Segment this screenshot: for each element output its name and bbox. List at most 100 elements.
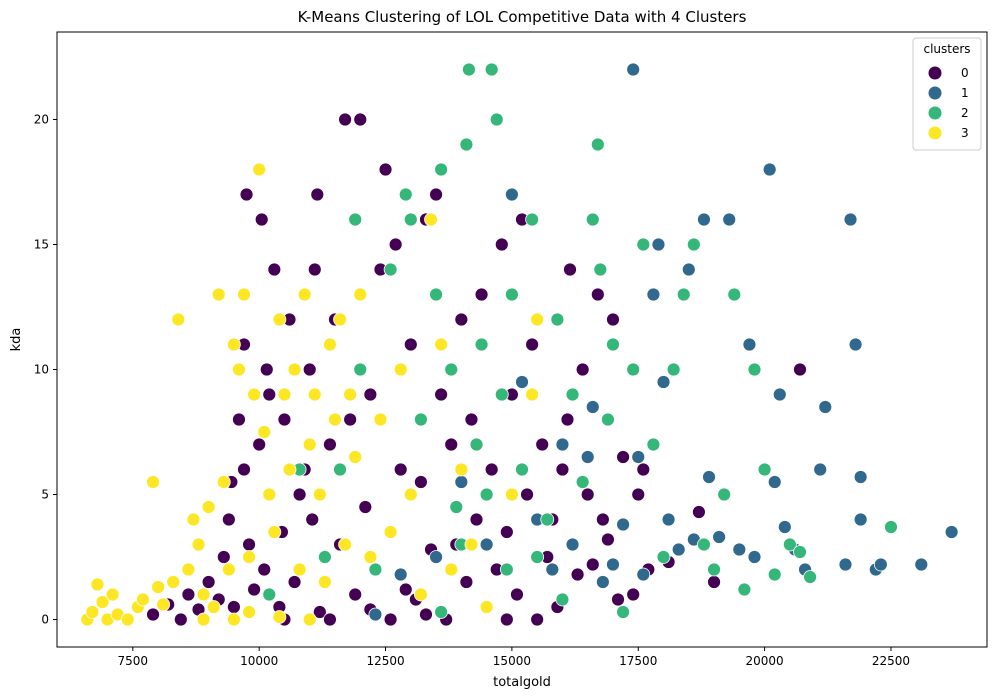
data-point — [257, 562, 272, 577]
data-point — [601, 532, 615, 547]
data-point — [772, 387, 787, 402]
y-tick-label: 0 — [41, 613, 49, 627]
data-point — [479, 537, 494, 552]
data-point — [676, 287, 691, 302]
data-point — [530, 312, 545, 327]
legend-label: 2 — [961, 106, 969, 120]
data-point — [353, 362, 368, 377]
data-point — [201, 575, 216, 589]
data-point — [631, 487, 646, 502]
data-point — [580, 487, 595, 502]
data-point — [515, 375, 529, 389]
data-point — [626, 62, 641, 77]
data-point — [317, 550, 332, 564]
data-point — [181, 587, 196, 602]
data-point — [469, 437, 484, 452]
data-point — [227, 337, 241, 352]
data-point — [782, 537, 797, 552]
data-point — [277, 387, 292, 402]
data-point — [262, 587, 277, 602]
data-point — [747, 362, 762, 377]
data-point — [489, 112, 504, 127]
data-point — [762, 162, 777, 177]
data-point — [692, 505, 706, 519]
data-point — [525, 387, 540, 402]
data-point — [444, 562, 459, 577]
data-point — [287, 362, 302, 377]
data-point — [616, 450, 630, 464]
data-point — [136, 592, 150, 607]
data-point — [373, 412, 388, 427]
data-point — [305, 512, 320, 527]
data-point — [575, 362, 590, 377]
data-point — [378, 162, 393, 177]
data-point — [697, 212, 711, 227]
legend-label: 3 — [961, 126, 969, 140]
y-tick-label: 20 — [34, 113, 49, 127]
data-point — [90, 577, 105, 592]
data-point — [302, 612, 317, 627]
data-point — [444, 437, 459, 452]
data-point — [186, 512, 201, 527]
data-point — [590, 137, 605, 152]
data-point — [717, 487, 732, 502]
series-cluster-2 — [262, 62, 898, 619]
data-point — [272, 610, 287, 624]
data-point — [368, 607, 383, 622]
data-point — [383, 262, 398, 277]
data-point — [398, 187, 413, 202]
data-point — [317, 575, 332, 589]
data-point — [838, 557, 853, 572]
legend-marker — [928, 126, 942, 140]
data-point — [403, 337, 418, 352]
data-point — [606, 312, 620, 327]
data-point — [848, 337, 863, 352]
data-point — [368, 562, 383, 577]
data-point — [252, 162, 267, 177]
data-point — [474, 337, 489, 352]
data-point — [595, 575, 610, 589]
data-point — [593, 262, 608, 277]
data-point — [120, 612, 135, 627]
data-point — [671, 542, 686, 557]
data-point — [873, 557, 888, 572]
data-point — [563, 262, 577, 277]
data-point — [353, 112, 368, 127]
data-point — [312, 605, 327, 619]
data-point — [484, 62, 499, 77]
data-point — [707, 562, 721, 577]
data-point — [424, 212, 438, 227]
data-point — [565, 537, 580, 552]
data-point — [656, 550, 671, 564]
data-point — [555, 592, 570, 607]
data-point — [646, 437, 661, 452]
data-point — [323, 612, 337, 627]
data-point — [262, 387, 277, 402]
data-point — [221, 512, 236, 527]
data-point — [757, 462, 772, 477]
data-point — [287, 575, 302, 589]
x-tick-label: 10000 — [240, 654, 278, 668]
data-point — [232, 362, 246, 377]
data-point — [105, 587, 120, 602]
data-point — [358, 500, 373, 514]
data-point — [237, 287, 251, 302]
data-point — [499, 562, 514, 577]
data-point — [545, 562, 560, 577]
data-point — [585, 557, 600, 572]
data-point — [454, 462, 469, 477]
data-point — [338, 537, 352, 552]
data-point — [555, 437, 570, 452]
data-point — [383, 525, 398, 539]
data-point — [242, 537, 256, 552]
data-point — [540, 512, 555, 527]
data-point — [459, 137, 474, 152]
data-point — [631, 450, 646, 464]
data-point — [616, 517, 630, 532]
data-point — [173, 612, 188, 627]
data-point — [191, 537, 206, 552]
data-point — [323, 437, 337, 452]
data-point — [267, 525, 282, 539]
data-point — [494, 387, 509, 402]
data-point — [793, 362, 807, 377]
